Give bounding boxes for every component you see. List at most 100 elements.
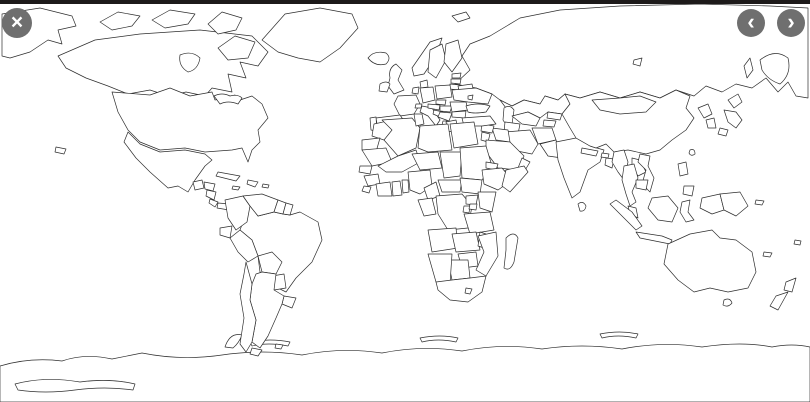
antarctica-coast-detail — [14, 379, 136, 393]
country-hawaii — [54, 146, 67, 155]
country-ivory-coast — [375, 181, 393, 197]
country-zambia — [451, 231, 481, 253]
country-mexico — [123, 131, 213, 193]
close-button[interactable]: × — [2, 8, 32, 38]
country-iraq — [491, 127, 511, 143]
falkland-islands — [274, 343, 284, 350]
next-image-button[interactable]: › — [777, 9, 805, 37]
country-niger — [411, 151, 443, 171]
country-syria — [480, 123, 495, 134]
country-finland — [443, 39, 463, 73]
country-costa-rica — [208, 198, 219, 208]
antarctic-island — [419, 335, 459, 343]
solomon-islands — [754, 199, 765, 206]
antarctic-island — [599, 331, 639, 339]
country-tasmania — [722, 298, 733, 307]
arctic-island — [151, 9, 196, 29]
country-south-africa — [435, 275, 487, 303]
country-nicaragua — [205, 189, 217, 201]
country-taiwan — [688, 149, 696, 156]
country-egypt — [449, 121, 479, 149]
country-uzbekistan — [511, 111, 541, 127]
great-lakes — [213, 93, 243, 105]
caspian-sea — [502, 106, 515, 125]
country-sumatra — [609, 199, 643, 231]
country-west-papua — [699, 193, 725, 215]
country-north-korea — [697, 103, 713, 119]
chevron-left-icon: ‹ — [747, 9, 755, 34]
black-sea — [465, 103, 491, 114]
country-mozambique — [475, 231, 499, 277]
lake-victoria — [468, 203, 478, 211]
country-japan — [717, 127, 729, 137]
country-togo-benin — [401, 179, 410, 194]
country-japan — [723, 109, 743, 129]
country-sweden — [427, 43, 447, 79]
country-tierra-del-fuego — [249, 347, 263, 357]
country-uruguay — [281, 295, 297, 309]
sakhalin-island — [743, 57, 754, 79]
close-icon: × — [10, 10, 24, 34]
country-chad — [439, 151, 463, 179]
country-south-sudan — [459, 177, 483, 195]
country-uganda — [465, 194, 479, 206]
country-lesotho — [464, 287, 473, 295]
country-romania — [449, 101, 469, 113]
country-ghana — [391, 180, 403, 197]
antarctic-peninsula — [224, 334, 243, 349]
previous-image-button[interactable]: ‹ — [737, 9, 765, 37]
country-serbia — [437, 111, 453, 122]
country-usa — [111, 87, 269, 163]
country-jamaica — [231, 185, 241, 191]
country-antarctica — [0, 343, 810, 402]
country-kyrgyzstan — [546, 111, 563, 121]
country-austria — [427, 103, 441, 111]
baffin-island — [217, 35, 256, 61]
country-rwanda-burundi — [462, 205, 471, 214]
arctic-island — [207, 11, 243, 35]
country-japan — [727, 93, 743, 109]
country-algeria — [381, 117, 421, 157]
top-border-bar — [0, 0, 810, 4]
country-new-zealand — [769, 291, 789, 311]
country-switzerland — [414, 103, 423, 109]
country-bulgaria — [451, 110, 467, 119]
country-sulawesi — [679, 199, 695, 223]
sea-of-okhotsk — [759, 53, 790, 85]
country-senegal — [358, 165, 373, 175]
country-hispaniola — [246, 179, 259, 188]
country-nepal — [580, 147, 599, 157]
country-tajikistan — [542, 119, 557, 128]
country-cuba — [215, 171, 241, 182]
country-kenya — [477, 191, 497, 213]
country-tanzania — [463, 211, 495, 235]
chevron-right-icon: › — [787, 9, 795, 34]
country-estonia — [451, 72, 462, 79]
country-madagascar — [503, 233, 519, 270]
country-honduras — [203, 181, 216, 192]
country-vietnam — [637, 153, 655, 193]
country-china — [561, 89, 695, 155]
country-cambodia — [635, 179, 649, 191]
country-gabon-congo — [417, 197, 437, 217]
country-australia — [663, 229, 757, 293]
country-moldova — [467, 94, 474, 101]
country-chile — [239, 261, 257, 353]
country-thailand — [621, 163, 639, 207]
arctic-island — [99, 11, 141, 31]
country-suriname — [282, 202, 294, 216]
fiji-islands — [762, 251, 773, 258]
country-czech — [435, 99, 447, 106]
country-papua-new-guinea — [719, 191, 749, 217]
country-tunisia — [413, 113, 425, 127]
country-libya — [417, 123, 453, 153]
country-latvia — [450, 78, 462, 85]
country-poland — [434, 84, 453, 100]
country-benelux — [411, 86, 420, 95]
country-greenland — [261, 7, 359, 63]
country-germany — [419, 86, 436, 104]
country-bangladesh — [604, 157, 615, 169]
country-central-african-republic — [437, 179, 463, 193]
